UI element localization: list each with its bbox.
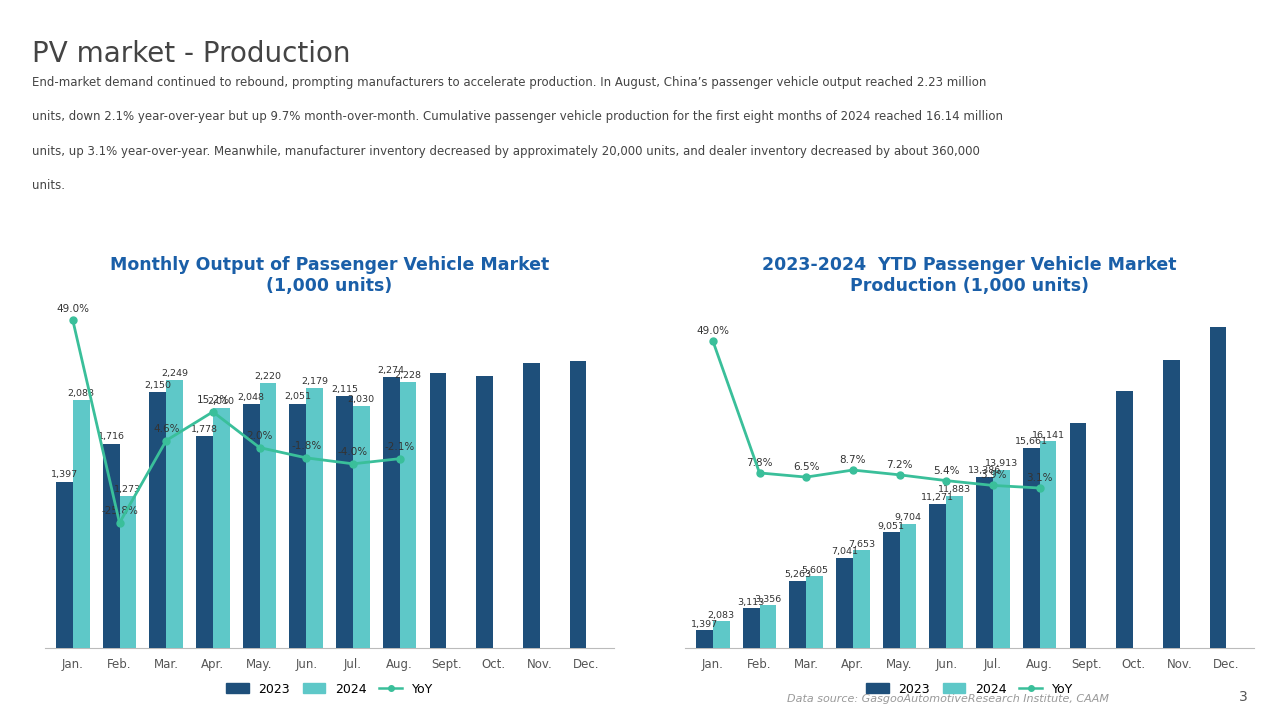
Text: -1.8%: -1.8% [291, 441, 321, 451]
Bar [430, 373, 447, 648]
Text: 8.7%: 8.7% [840, 455, 867, 465]
Text: 3: 3 [1239, 690, 1248, 704]
Bar [993, 470, 1010, 648]
Text: -25.8%: -25.8% [101, 506, 138, 516]
Text: -2.1%: -2.1% [384, 442, 415, 452]
Bar [289, 404, 306, 648]
Text: 2,150: 2,150 [145, 381, 172, 390]
Bar [119, 496, 136, 648]
Bar [337, 396, 353, 648]
Text: 3.1%: 3.1% [1027, 473, 1053, 483]
Bar [742, 608, 759, 648]
Bar [212, 408, 229, 648]
Text: 1,273: 1,273 [114, 485, 142, 494]
Text: 13,386: 13,386 [968, 466, 1001, 475]
Legend: 2023, 2024, YoY: 2023, 2024, YoY [861, 678, 1078, 701]
Bar [306, 388, 323, 648]
Text: 2.0%: 2.0% [246, 431, 273, 441]
Text: 5.4%: 5.4% [933, 466, 960, 475]
Title: Monthly Output of Passenger Vehicle Market
(1,000 units): Monthly Output of Passenger Vehicle Mark… [110, 256, 549, 295]
Text: 2,274: 2,274 [378, 366, 404, 375]
Text: 2,220: 2,220 [255, 372, 282, 382]
Text: -4.0%: -4.0% [338, 447, 369, 457]
Bar [1116, 392, 1133, 648]
Bar [524, 363, 540, 648]
Bar [1070, 423, 1087, 648]
Bar [73, 400, 90, 648]
Text: 2,179: 2,179 [301, 377, 328, 386]
Text: 2,030: 2,030 [348, 395, 375, 404]
Bar [1164, 360, 1180, 648]
Bar [900, 523, 916, 648]
Text: units.: units. [32, 179, 65, 192]
Bar [243, 404, 260, 648]
Text: 2,083: 2,083 [708, 611, 735, 620]
Bar [383, 377, 399, 648]
Text: 3,113: 3,113 [737, 598, 764, 607]
Text: 2,083: 2,083 [68, 389, 95, 397]
Text: 6.5%: 6.5% [792, 462, 819, 472]
Text: 1,716: 1,716 [97, 432, 124, 441]
Text: 2,010: 2,010 [207, 397, 234, 406]
Text: PV market - Production: PV market - Production [32, 40, 351, 68]
Bar [790, 580, 806, 648]
Text: 2,228: 2,228 [394, 372, 421, 380]
Bar [713, 621, 730, 648]
Text: End-market demand continued to rebound, prompting manufacturers to accelerate pr: End-market demand continued to rebound, … [32, 76, 987, 89]
Bar [1023, 448, 1039, 648]
Text: 5,263: 5,263 [785, 570, 812, 579]
Text: units, down 2.1% year-over-year but up 9.7% month-over-month. Cumulative passeng: units, down 2.1% year-over-year but up 9… [32, 110, 1004, 123]
Text: 15,661: 15,661 [1015, 437, 1048, 446]
Text: 7,041: 7,041 [831, 547, 858, 557]
Text: 7.2%: 7.2% [886, 460, 913, 469]
Text: 1,397: 1,397 [51, 470, 78, 480]
Bar [1039, 441, 1056, 648]
Text: 7.8%: 7.8% [746, 458, 773, 468]
Text: 1,778: 1,778 [191, 425, 218, 434]
Text: 3,356: 3,356 [754, 595, 782, 603]
Bar [196, 436, 212, 648]
Bar [102, 444, 119, 648]
Bar [570, 361, 586, 648]
Text: 11,271: 11,271 [922, 493, 955, 502]
Text: Data source: GasgooAutomotiveResearch Institute, CAAM: Data source: GasgooAutomotiveResearch In… [787, 694, 1110, 704]
Bar [150, 392, 166, 648]
Text: 49.0%: 49.0% [56, 304, 90, 314]
Text: 5,605: 5,605 [801, 566, 828, 575]
Text: 9,051: 9,051 [878, 521, 905, 531]
Text: 2,249: 2,249 [161, 369, 188, 378]
Text: 16,141: 16,141 [1032, 431, 1065, 440]
Text: 11,883: 11,883 [938, 485, 972, 495]
Title: 2023-2024  YTD Passenger Vehicle Market
Production (1,000 units): 2023-2024 YTD Passenger Vehicle Market P… [763, 256, 1176, 295]
Bar [929, 504, 946, 648]
Bar [260, 384, 276, 648]
Text: 3.9%: 3.9% [979, 470, 1006, 480]
Text: 13,913: 13,913 [984, 459, 1018, 469]
Bar [759, 605, 776, 648]
Text: 1,397: 1,397 [691, 620, 718, 629]
Bar [353, 406, 370, 648]
Text: 15.2%: 15.2% [196, 395, 229, 405]
Text: 49.0%: 49.0% [696, 325, 730, 336]
Bar [1210, 327, 1226, 648]
Bar [476, 377, 493, 648]
Legend: 2023, 2024, YoY: 2023, 2024, YoY [221, 678, 438, 701]
Text: 2,048: 2,048 [238, 393, 265, 402]
Text: 2,115: 2,115 [332, 384, 358, 394]
Bar [946, 496, 963, 648]
Bar [696, 630, 713, 648]
Text: 7,653: 7,653 [847, 539, 874, 549]
Bar [399, 382, 416, 648]
Bar [883, 532, 900, 648]
Bar [806, 576, 823, 648]
Text: 2,051: 2,051 [284, 392, 311, 402]
Bar [977, 477, 993, 648]
Text: 9,704: 9,704 [895, 513, 922, 522]
Bar [56, 482, 73, 648]
Bar [852, 550, 869, 648]
Bar [166, 380, 183, 648]
Text: 4.6%: 4.6% [152, 424, 179, 434]
Text: units, up 3.1% year-over-year. Meanwhile, manufacturer inventory decreased by ap: units, up 3.1% year-over-year. Meanwhile… [32, 145, 980, 158]
Bar [836, 558, 852, 648]
